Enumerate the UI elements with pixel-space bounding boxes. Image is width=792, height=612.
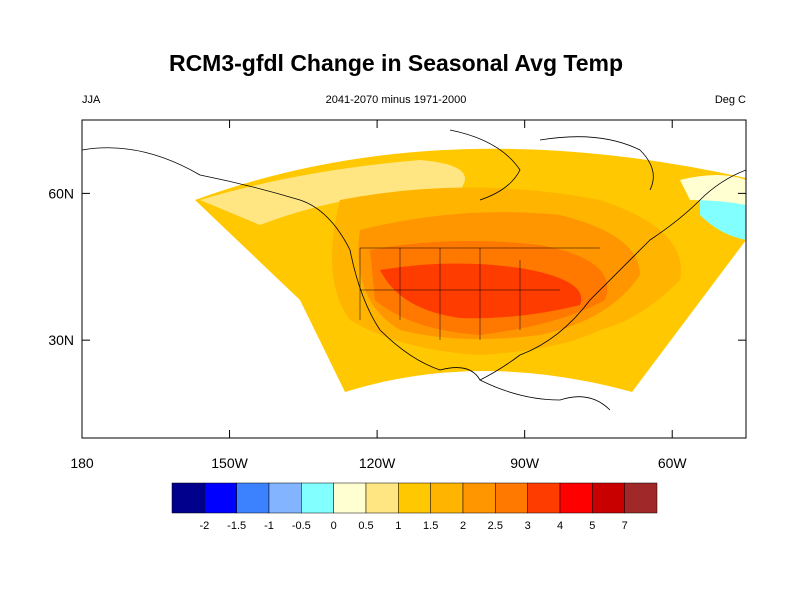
axis-ticks: 180 150W 120W 90W 60W 30N 60N [48,120,746,471]
x-tick-label: 150W [211,455,248,471]
colorbar-label: 0 [331,520,337,532]
colorbar-swatch [301,482,334,514]
units-label: Deg C [714,94,746,106]
x-tick-label: 90W [510,455,540,471]
colorbar-label: -1 [264,520,274,532]
coastlines [82,129,746,411]
colorbar-swatch [527,482,561,514]
x-tick-label: 120W [359,455,396,471]
colorbar-label: 3 [525,520,531,532]
colorbar-label: -0.5 [292,520,311,532]
colorbar-label: 5 [589,520,595,532]
colorbar-label: -1.5 [227,520,246,532]
colorbar-swatch [171,482,205,514]
colorbar-swatch [236,482,270,514]
colorbar-swatch [365,482,399,514]
y-tick-label: 60N [48,185,74,201]
colorbar-swatch [268,482,302,514]
colorbar-label: 1.5 [423,520,438,532]
map-area [82,129,746,411]
period-label: 2041-2070 minus 1971-2000 [325,94,467,106]
colorbar-label: 2.5 [488,520,503,532]
map-frame [81,119,747,439]
colorbar-swatch [333,482,367,514]
colorbar-swatch [559,482,593,514]
map-title: RCM3-gfdl Change in Seasonal Avg Temp [168,50,624,76]
colorbar-swatch [592,482,625,514]
temperature-field [195,148,746,392]
state-borders [359,247,600,340]
colorbar-label: 4 [557,520,563,532]
field-labrador-warm [680,175,746,205]
colorbar-label: 0.5 [358,520,373,532]
y-tick-label: 30N [48,332,74,348]
colorbar-swatch [462,482,496,514]
x-tick-label: 180 [70,455,94,471]
colorbar-label: 7 [622,520,628,532]
field-labrador-cool [700,193,746,240]
colorbar-swatch [204,482,237,514]
colorbar-swatch [430,482,464,514]
colorbar-swatch [495,482,528,514]
colorbar-label: 1 [395,520,401,532]
x-tick-label: 60W [658,455,688,471]
colorbar-label: 2 [460,520,466,532]
colorbar-label: -2 [199,520,209,532]
field-cool-north [200,160,465,225]
field-hottest [380,263,582,319]
colorbar-swatch [624,482,658,514]
colorbar-swatch [398,482,431,514]
colorbar: -2 -1.5 -1 -0.5 0 0.5 1 1.5 2 2.5 3 4 5 7 [171,482,658,532]
season-label: JJA [82,94,101,106]
